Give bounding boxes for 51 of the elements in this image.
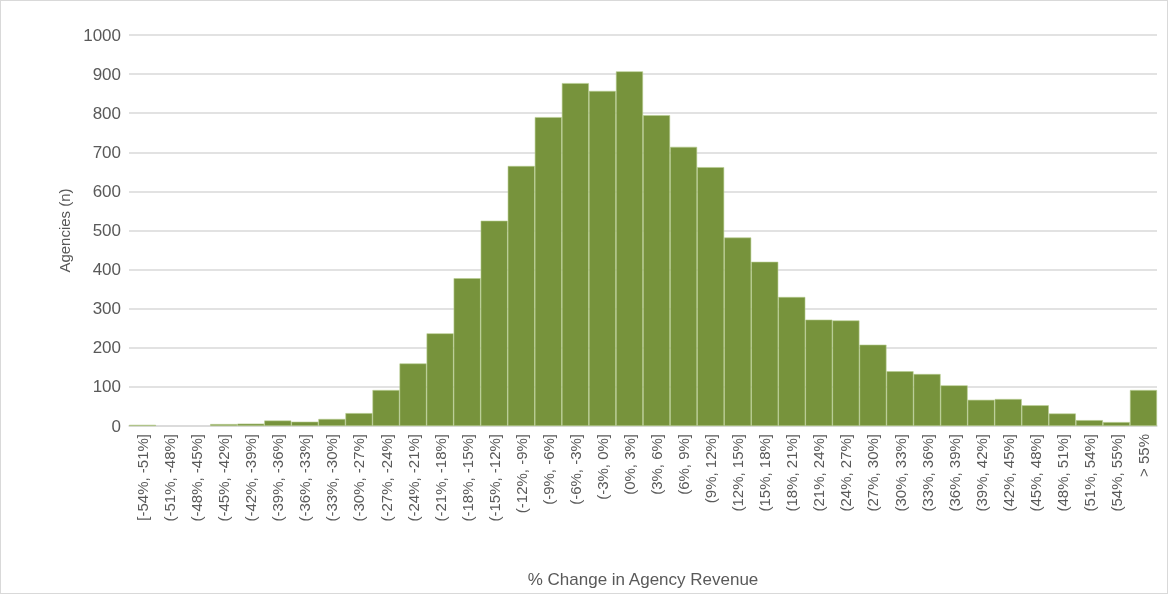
y-tick-label: 1000 — [83, 25, 121, 45]
x-tick-label: (-42%, -39%] — [242, 434, 260, 522]
x-tick-label: (-3%, 0%] — [593, 434, 611, 500]
x-tick-label: (33%, 36%] — [918, 434, 936, 512]
y-tick-label: 300 — [92, 299, 121, 319]
x-tick-label: (0%, 3%] — [620, 434, 638, 495]
x-tick-label: (42%, 45%] — [999, 434, 1017, 512]
x-axis-title: % Change in Agency Revenue — [527, 570, 759, 589]
x-tick-label: (3%, 6%] — [648, 434, 666, 495]
y-tick-label: 700 — [92, 142, 121, 162]
x-tick-label: (-27%, -24%] — [377, 434, 395, 522]
x-tick-label: (30%, 33%] — [891, 434, 909, 512]
y-tick-label: 100 — [92, 377, 121, 397]
x-tick-label: (18%, 21%] — [783, 434, 801, 512]
x-tick-label: (48%, 51%] — [1053, 434, 1071, 512]
x-tick-label: (-51%, -48%] — [161, 434, 179, 522]
x-tick-label: (9%, 12%] — [702, 434, 720, 504]
x-tick-label: (39%, 42%] — [972, 434, 990, 512]
x-tick-label: (-18%, -15%] — [458, 434, 476, 522]
x-tick-label: (15%, 18%] — [756, 434, 774, 512]
x-tick-label: (-12%, -9%] — [512, 434, 530, 514]
x-tick-label: (54%, 55%] — [1107, 434, 1125, 512]
x-tick-label: (6%, 9%] — [675, 434, 693, 495]
y-tick-label: 500 — [92, 221, 121, 240]
y-tick-label: 0 — [111, 416, 121, 436]
x-tick-label: (-15%, -12%] — [485, 434, 503, 522]
x-tick-label: (-36%, -33%] — [296, 434, 314, 522]
x-tick-label: (-33%, -30%] — [323, 434, 341, 522]
x-tick-label: (-48%, -45%] — [188, 434, 206, 522]
y-tick-label: 400 — [92, 260, 121, 280]
y-tick-label: 900 — [92, 64, 121, 84]
y-tick-label: 800 — [92, 103, 121, 123]
x-tick-label: (-30%, -27%] — [350, 434, 368, 522]
x-tick-label: (-24%, -21%] — [404, 434, 422, 522]
x-tick-label: > 55% — [1134, 434, 1152, 477]
x-tick-label: (-9%, -6%] — [539, 434, 557, 505]
x-tick-label: [-54%, -51%] — [134, 434, 152, 521]
x-tick-label: (51%, 54%] — [1080, 434, 1098, 512]
x-tick-label: (27%, 30%] — [864, 434, 882, 512]
x-tick-label: (-45%, -42%] — [215, 434, 233, 522]
x-tick-label: (-6%, -3%] — [566, 434, 584, 505]
x-tick-label: (45%, 48%] — [1026, 434, 1044, 512]
x-tick-label: (-39%, -36%] — [269, 434, 287, 522]
x-tick-label: (-21%, -18%] — [431, 434, 449, 522]
x-tick-label: (24%, 27%] — [837, 434, 855, 512]
y-tick-label: 600 — [92, 181, 121, 201]
x-tick-label: (12%, 15%] — [729, 434, 747, 512]
y-axis-title: Agencies (n) — [56, 188, 74, 273]
x-tick-label: (21%, 24%] — [810, 434, 828, 512]
y-tick-label: 200 — [92, 338, 121, 358]
x-tick-label: (36%, 39%] — [945, 434, 963, 512]
